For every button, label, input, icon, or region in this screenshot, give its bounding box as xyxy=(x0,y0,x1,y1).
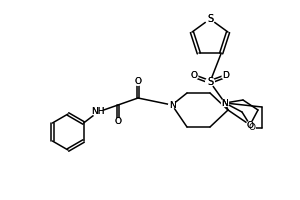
Circle shape xyxy=(206,78,214,86)
Text: O: O xyxy=(248,123,256,132)
Circle shape xyxy=(135,79,141,85)
Text: O: O xyxy=(190,72,197,80)
Circle shape xyxy=(190,72,198,80)
Text: S: S xyxy=(207,14,213,24)
Circle shape xyxy=(206,15,214,23)
Circle shape xyxy=(93,107,103,117)
Text: O: O xyxy=(247,120,254,130)
Circle shape xyxy=(222,72,230,80)
Text: S: S xyxy=(207,77,213,87)
Circle shape xyxy=(169,102,175,108)
Text: O: O xyxy=(190,72,197,80)
Circle shape xyxy=(115,119,121,125)
Circle shape xyxy=(247,122,254,128)
Circle shape xyxy=(222,100,228,106)
Text: O: O xyxy=(115,117,122,127)
Circle shape xyxy=(249,125,255,131)
Text: O: O xyxy=(134,77,142,86)
Circle shape xyxy=(135,79,141,85)
Circle shape xyxy=(93,107,103,117)
Circle shape xyxy=(222,72,230,80)
Text: N: N xyxy=(222,98,228,108)
Circle shape xyxy=(222,100,228,106)
Circle shape xyxy=(115,119,121,125)
Circle shape xyxy=(222,100,228,106)
Text: D: D xyxy=(223,72,230,80)
Circle shape xyxy=(169,102,175,108)
Text: O: O xyxy=(247,120,254,130)
Circle shape xyxy=(206,78,214,86)
Text: N: N xyxy=(169,100,176,110)
Text: O: O xyxy=(115,117,122,127)
Text: NH: NH xyxy=(91,108,105,116)
Text: S: S xyxy=(207,77,213,87)
Text: NH: NH xyxy=(91,108,105,116)
Circle shape xyxy=(206,15,214,23)
Circle shape xyxy=(247,122,254,128)
Text: N: N xyxy=(222,98,228,108)
Text: S: S xyxy=(207,14,213,24)
Text: N: N xyxy=(222,98,228,108)
Text: O: O xyxy=(134,77,142,86)
Circle shape xyxy=(190,72,198,80)
Text: N: N xyxy=(169,100,176,110)
Text: D: D xyxy=(223,72,230,80)
